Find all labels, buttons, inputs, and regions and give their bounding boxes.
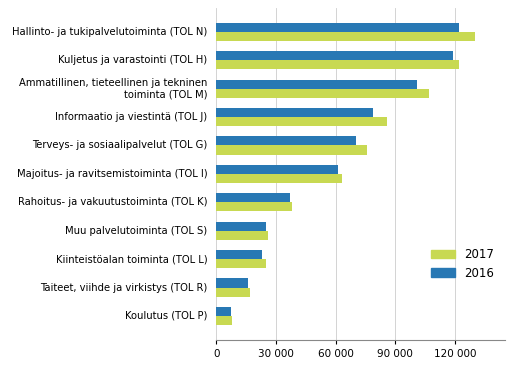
Bar [216,51,453,60]
Bar [216,146,368,155]
Bar [216,222,266,231]
Bar [216,108,373,117]
Bar [216,23,459,32]
Bar [216,259,266,268]
Bar [216,117,387,126]
Bar [216,288,250,297]
Bar [216,250,262,259]
Bar [216,88,429,98]
Bar [216,79,417,88]
Bar [216,32,475,41]
Bar [216,316,232,325]
Bar [216,279,248,288]
Bar [216,202,292,211]
Bar [216,165,338,174]
Bar [216,307,231,316]
Legend: 2017, 2016: 2017, 2016 [426,243,499,284]
Bar [216,60,459,69]
Bar [216,231,268,240]
Bar [216,136,355,146]
Bar [216,193,290,202]
Bar [216,174,341,183]
